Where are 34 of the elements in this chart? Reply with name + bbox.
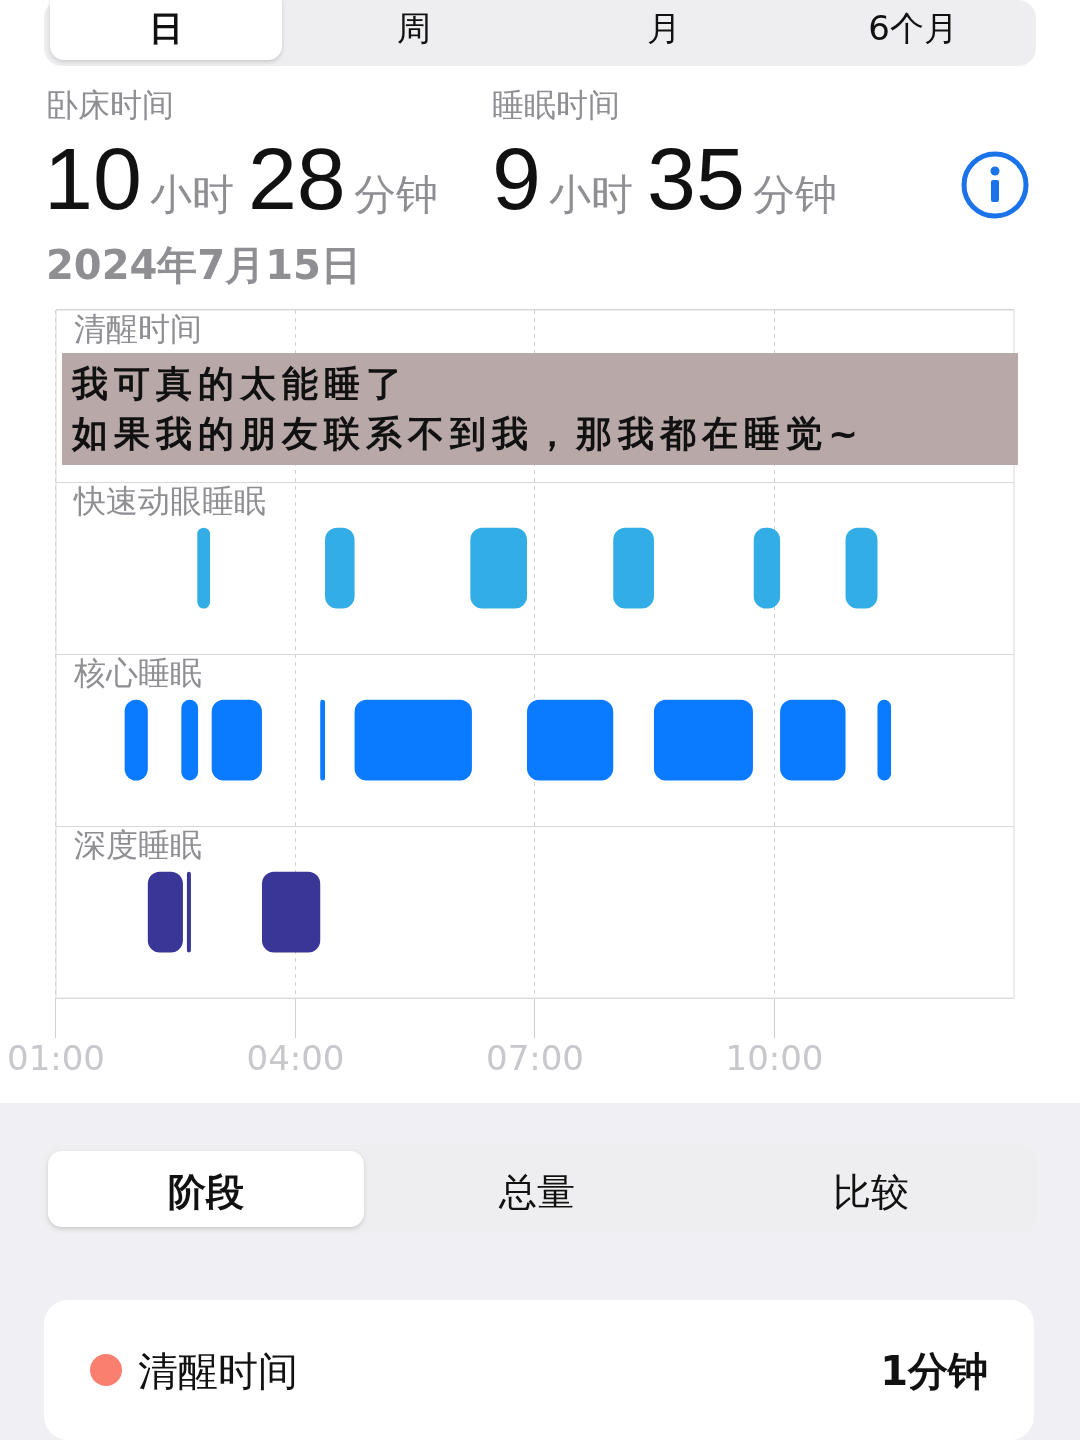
y-tick-label: 核心睡眠: [72, 654, 202, 693]
bar: [877, 699, 892, 781]
text: 小时: [149, 170, 234, 219]
text: 6个月: [867, 7, 959, 50]
y-tick-label: 快速动眼睡眠: [72, 482, 266, 521]
annotation: 如果我的朋友联系不到我，那我都在睡觉~: [72, 412, 866, 456]
text: 月: [646, 7, 682, 50]
text: 小时: [548, 170, 633, 219]
text: 28: [247, 129, 346, 228]
x-tick-label: 01:00: [7, 1038, 105, 1079]
text: 周: [396, 7, 432, 50]
x-tick-label: 07:00: [486, 1038, 584, 1079]
x-tick-label: 10:00: [725, 1038, 824, 1079]
text: 清醒时间: [138, 1347, 298, 1396]
text: 2024年7月15日: [46, 241, 361, 290]
text: 10: [44, 129, 142, 228]
annotation: 我可真的太能睡了: [72, 362, 409, 406]
x-tick-label: 04:00: [246, 1038, 345, 1079]
caption-box: 我可真的太能睡了 如果我的朋友联系不到我，那我都在睡觉~: [62, 353, 1018, 465]
text: 总量: [498, 1169, 576, 1216]
text: 分钟: [752, 170, 837, 219]
text: 1分钟: [880, 1347, 988, 1396]
bar: [653, 699, 753, 781]
text: 9: [492, 129, 541, 228]
text: 35: [646, 129, 745, 228]
text: 卧床时间: [46, 85, 174, 126]
text: 睡眠时间: [492, 85, 620, 126]
text: 分钟: [353, 170, 438, 219]
text: 日: [148, 7, 184, 50]
y-tick-label: 深度睡眠: [73, 826, 202, 865]
bar: [780, 699, 846, 781]
y-tick-label: 清醒时间: [73, 310, 202, 349]
text: 阶段: [167, 1169, 245, 1216]
text: 比较: [832, 1169, 910, 1216]
